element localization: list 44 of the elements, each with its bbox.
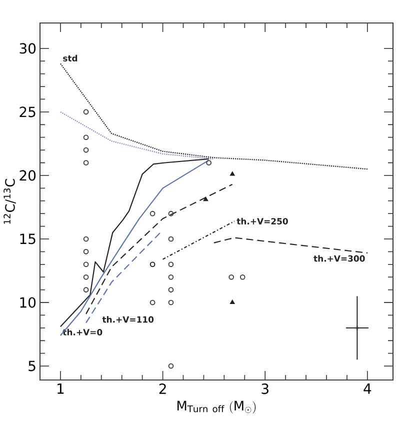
point — [230, 172, 235, 176]
series-label: th.+V=300 — [314, 255, 365, 262]
point — [168, 300, 174, 306]
y-tick-label: 30 — [20, 43, 36, 54]
point — [150, 262, 156, 268]
y-axis-title: $^{12}$C/$^{13}$C — [4, 178, 16, 224]
point — [203, 196, 208, 202]
point — [83, 109, 89, 115]
y-tick-label: 25 — [20, 106, 36, 118]
y-tick-label: 5 — [28, 360, 36, 372]
point — [168, 210, 174, 216]
point — [83, 160, 89, 166]
point — [83, 262, 89, 268]
point — [150, 210, 156, 216]
series-label: th.+V=110 — [102, 316, 154, 323]
point — [168, 287, 174, 292]
y-tick-label: 10 — [20, 297, 36, 308]
point — [168, 262, 174, 268]
point — [83, 134, 89, 140]
point — [83, 147, 89, 153]
point — [230, 300, 235, 304]
point — [206, 160, 212, 166]
point — [83, 274, 89, 280]
point — [83, 287, 89, 292]
series-label: th.+V=0 — [62, 328, 102, 336]
series-label: std — [63, 54, 78, 62]
line-series — [85, 184, 233, 314]
x-tick-label: 4 — [364, 384, 372, 394]
point — [168, 274, 174, 280]
y-tick-label: 20 — [20, 170, 36, 181]
point — [150, 300, 156, 306]
point — [83, 249, 89, 254]
point — [168, 236, 174, 242]
series-label: th.+V=250 — [236, 218, 288, 224]
point — [83, 236, 89, 242]
x-tick-label: 1 — [58, 384, 64, 394]
x-tick-label: 3 — [262, 384, 268, 394]
y-tick-label: 15 — [20, 234, 36, 244]
line-series — [60, 111, 214, 160]
point — [168, 363, 174, 369]
point — [228, 274, 234, 280]
x-tick-label: 2 — [159, 384, 166, 394]
point — [240, 274, 246, 280]
x-axis-title: $\mathrm{M}_{\mathrm{Turn\ off}}\ (\mathrm{M}_{\odot})$ — [178, 400, 256, 414]
